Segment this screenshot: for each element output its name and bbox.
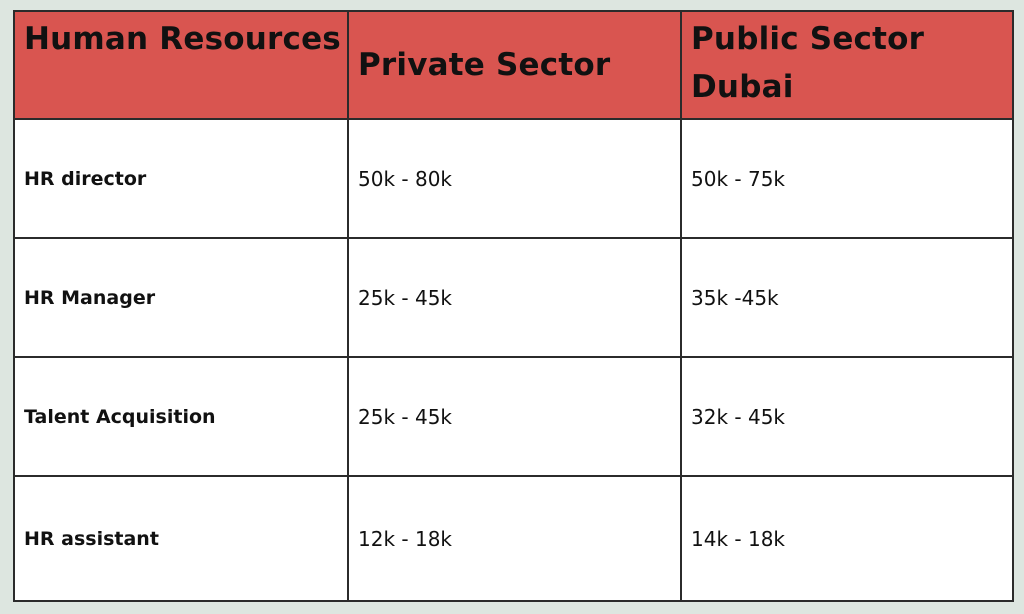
table-row: Talent Acquisition 25k - 45k 32k - 45k — [13, 356, 1014, 477]
table-row: HR Manager 25k - 45k 35k -45k — [13, 237, 1014, 358]
private-sector-cell: 50k - 80k — [347, 118, 682, 239]
header-private-sector: Private Sector — [347, 10, 682, 120]
public-sector-cell: 35k -45k — [680, 237, 1014, 358]
table-header: Human Resources Private Sector Public Se… — [13, 10, 1014, 120]
table-row: HR assistant 12k - 18k 14k - 18k — [13, 475, 1014, 602]
header-public-sector-dubai: Public Sector Dubai — [680, 10, 1014, 120]
public-sector-cell: 14k - 18k — [680, 475, 1014, 602]
role-cell: Talent Acquisition — [13, 356, 349, 477]
role-cell: HR Manager — [13, 237, 349, 358]
private-sector-cell: 25k - 45k — [347, 237, 682, 358]
public-sector-cell: 50k - 75k — [680, 118, 1014, 239]
header-human-resources: Human Resources — [13, 10, 349, 120]
salary-table: Human Resources Private Sector Public Se… — [13, 10, 1014, 602]
private-sector-cell: 25k - 45k — [347, 356, 682, 477]
table-row: HR director 50k - 80k 50k - 75k — [13, 118, 1014, 239]
role-cell: HR director — [13, 118, 349, 239]
header-row: Human Resources Private Sector Public Se… — [13, 10, 1014, 120]
role-cell: HR assistant — [13, 475, 349, 602]
public-sector-cell: 32k - 45k — [680, 356, 1014, 477]
private-sector-cell: 12k - 18k — [347, 475, 682, 602]
table-body: HR director 50k - 80k 50k - 75k HR Manag… — [13, 118, 1014, 602]
